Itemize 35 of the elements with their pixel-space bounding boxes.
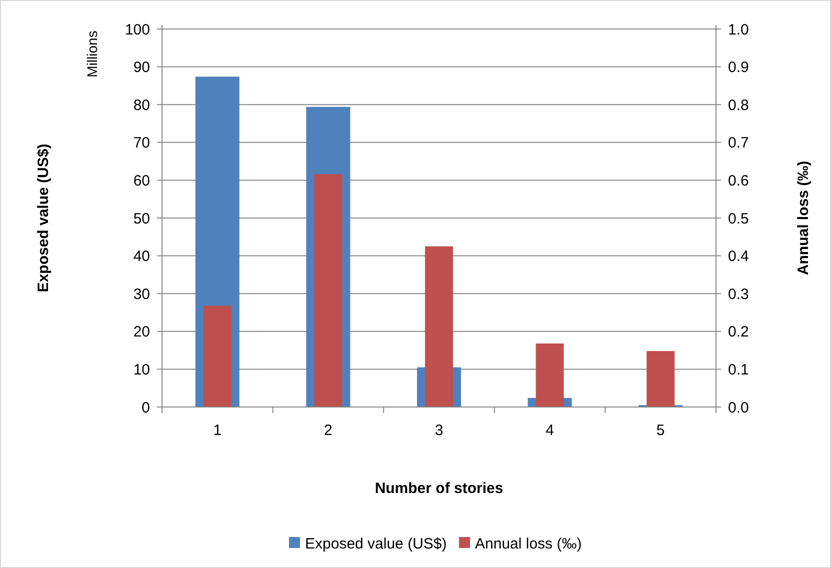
y-tick-label: 40 xyxy=(133,248,150,266)
y-axis-title: Exposed value (US$) xyxy=(35,144,52,292)
y2-tick-label: 0.9 xyxy=(728,59,749,76)
legend-label: Exposed value (US$) xyxy=(305,535,447,552)
x-tick-label: 2 xyxy=(324,422,332,439)
y-tick-label: 30 xyxy=(133,286,150,303)
y-tick-label: 80 xyxy=(133,96,150,114)
bar xyxy=(646,351,675,407)
x-axis-title: Number of stories xyxy=(374,480,504,497)
y-tick-label: 20 xyxy=(133,324,150,341)
y2-tick-label: 0.7 xyxy=(728,134,749,152)
y-tick-label: 70 xyxy=(133,134,150,152)
y2-tick-label: 0.5 xyxy=(728,210,749,228)
y2-tick-label: 0.0 xyxy=(728,399,749,416)
y2-tick-label: 0.3 xyxy=(728,286,749,303)
text: Millions xyxy=(84,30,100,78)
y-tick-label: 50 xyxy=(133,210,150,228)
bar xyxy=(203,306,232,407)
x-tick-label: 3 xyxy=(434,422,444,439)
y-tick-label: 90 xyxy=(133,59,150,76)
y2-tick-label: 0.6 xyxy=(728,172,749,190)
x-tick-label: 1 xyxy=(213,422,222,439)
legend-label: Annual loss (‰) xyxy=(475,535,582,552)
y-tick-label: 10 xyxy=(133,361,150,378)
y2-tick-label: 0.2 xyxy=(728,324,749,341)
y2-tick-label: 0.1 xyxy=(728,361,749,378)
y-tick-label: 0 xyxy=(142,399,150,416)
y2-axis-title: Annual loss (‰) xyxy=(795,160,812,276)
x-tick-label: 5 xyxy=(656,422,665,439)
y2-tick-label: 1.0 xyxy=(728,21,749,38)
x-tick-label: 4 xyxy=(546,422,554,439)
y2-tick-label: 0.8 xyxy=(728,96,749,114)
y-tick-label: 100 xyxy=(124,21,150,38)
y-tick-label: 60 xyxy=(133,172,150,190)
y2-tick-label: 0.4 xyxy=(728,248,749,266)
